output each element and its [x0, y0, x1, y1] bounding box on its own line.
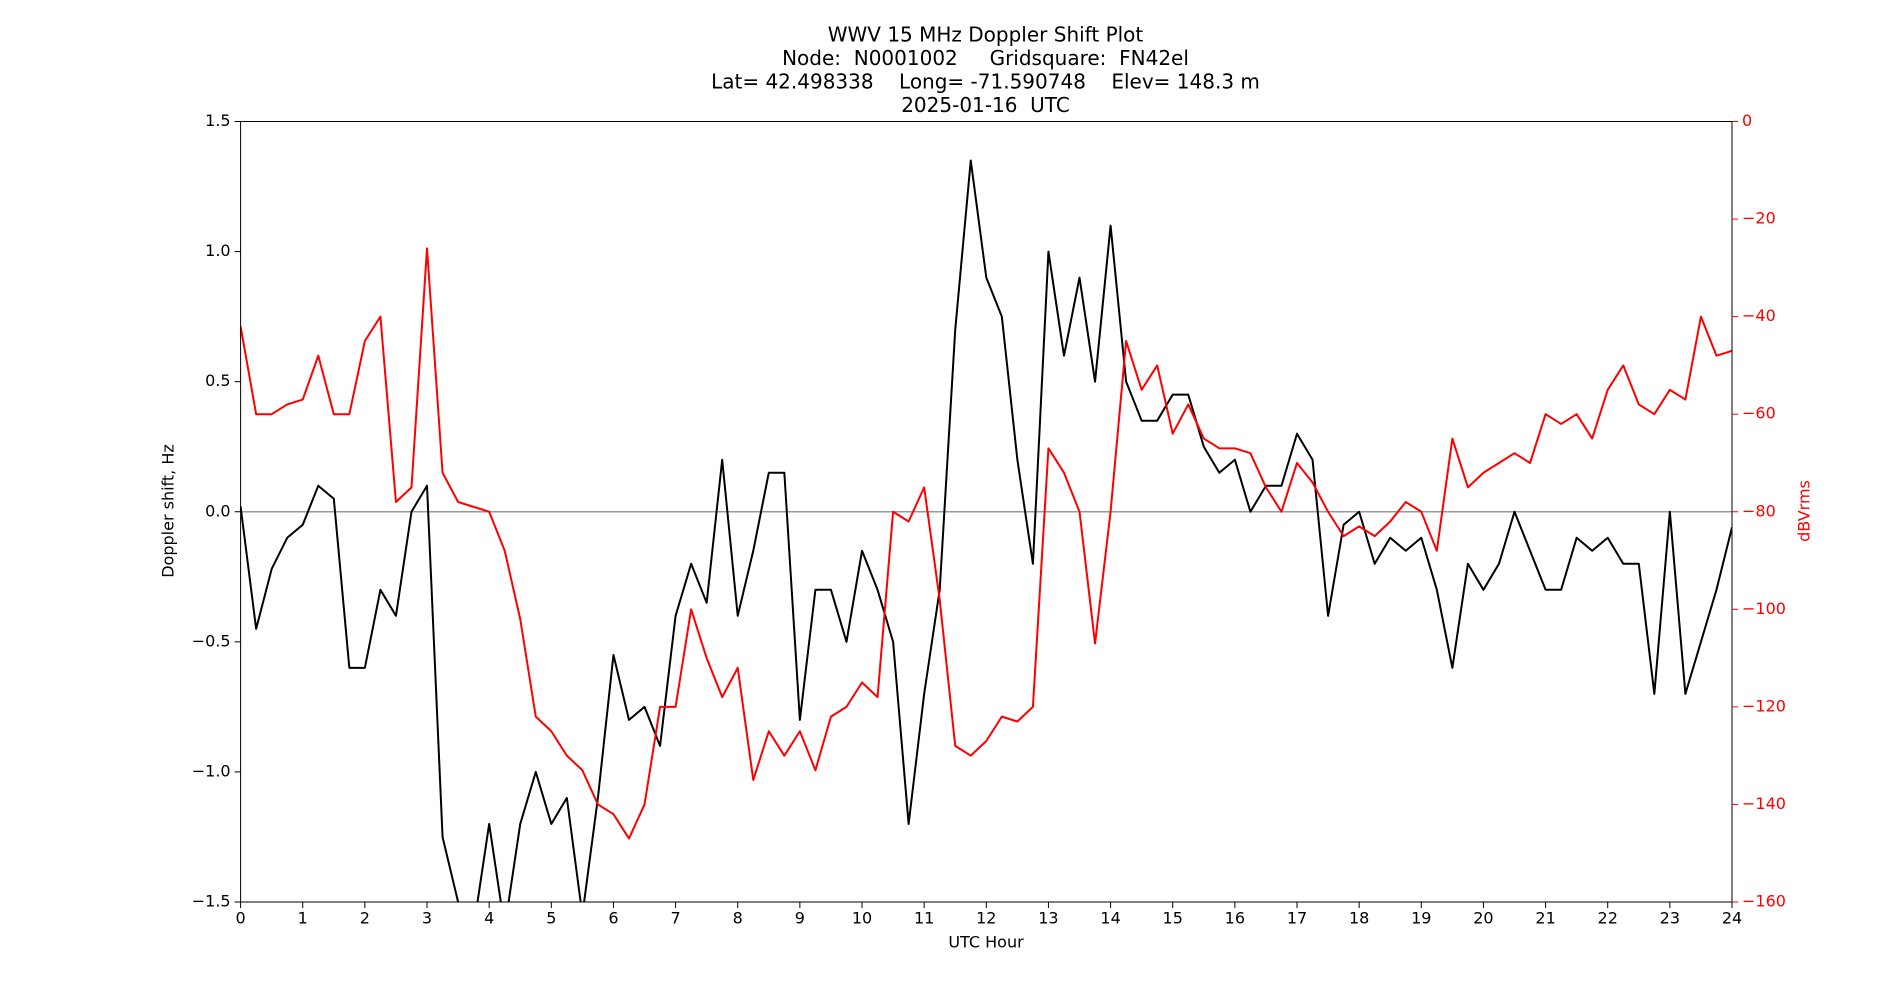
y-tick-label: 0.0: [205, 501, 230, 520]
chart-title: 2025-01-16 UTC: [901, 93, 1070, 117]
x-tick-label: 16: [1225, 909, 1245, 928]
data-line: [240, 159, 1732, 902]
y2-tick-label: −60: [1742, 404, 1776, 423]
x-tick-label: 0: [236, 909, 246, 928]
x-tick-label: 3: [422, 909, 432, 928]
y-axis-label: Doppler shift, Hz: [159, 444, 178, 578]
x-axis-label: UTC Hour: [948, 933, 1024, 952]
y-tick-label: −1.0: [192, 761, 231, 780]
x-tick-label: 1: [298, 909, 308, 928]
y2-tick-label: 0: [1742, 111, 1752, 130]
x-tick-label: 12: [976, 909, 996, 928]
y2-tick-label: −120: [1742, 696, 1786, 715]
x-tick-label: 24: [1722, 909, 1742, 928]
x-tick-label: 2: [360, 909, 370, 928]
x-tick-label: 21: [1535, 909, 1555, 928]
x-tick-label: 5: [546, 909, 556, 928]
y-tick-label: 1.0: [205, 241, 230, 260]
y2-tick-label: −100: [1742, 599, 1786, 618]
x-tick-label: 9: [795, 909, 805, 928]
y2-tick-label: −140: [1742, 794, 1786, 813]
y2-axis-label: dBVrms: [1795, 480, 1814, 542]
x-tick-label: 7: [670, 909, 680, 928]
y2-tick-label: −80: [1742, 501, 1776, 520]
x-tick-label: 18: [1349, 909, 1369, 928]
x-tick-label: 19: [1411, 909, 1431, 928]
y2-tick-label: −160: [1742, 892, 1786, 911]
x-tick-label: 23: [1660, 909, 1680, 928]
x-tick-label: 15: [1163, 909, 1183, 928]
y-tick-label: −1.5: [192, 892, 231, 911]
y-tick-label: 0.5: [205, 371, 230, 390]
plot-area: [240, 159, 1732, 902]
x-tick-label: 6: [608, 909, 618, 928]
x-tick-label: 4: [484, 909, 494, 928]
x-tick-label: 22: [1598, 909, 1618, 928]
y-tick-label: −0.5: [192, 631, 231, 650]
x-tick-label: 13: [1038, 909, 1058, 928]
x-tick-label: 10: [852, 909, 872, 928]
data-line: [240, 247, 1732, 840]
x-tick-label: 11: [914, 909, 934, 928]
chart-title: WWV 15 MHz Doppler Shift Plot: [828, 23, 1144, 47]
chart-title: Lat= 42.498338 Long= -71.590748 Elev= 14…: [711, 70, 1260, 94]
y2-tick-label: −20: [1742, 209, 1776, 228]
x-tick-label: 17: [1287, 909, 1307, 928]
y2-tick-label: −40: [1742, 306, 1776, 325]
chart-title: Node: N0001002 Gridsquare: FN42el: [782, 46, 1189, 70]
y-tick-label: 1.5: [205, 111, 230, 130]
x-tick-label: 20: [1473, 909, 1493, 928]
x-tick-label: 14: [1100, 909, 1120, 928]
x-tick-label: 8: [733, 909, 743, 928]
